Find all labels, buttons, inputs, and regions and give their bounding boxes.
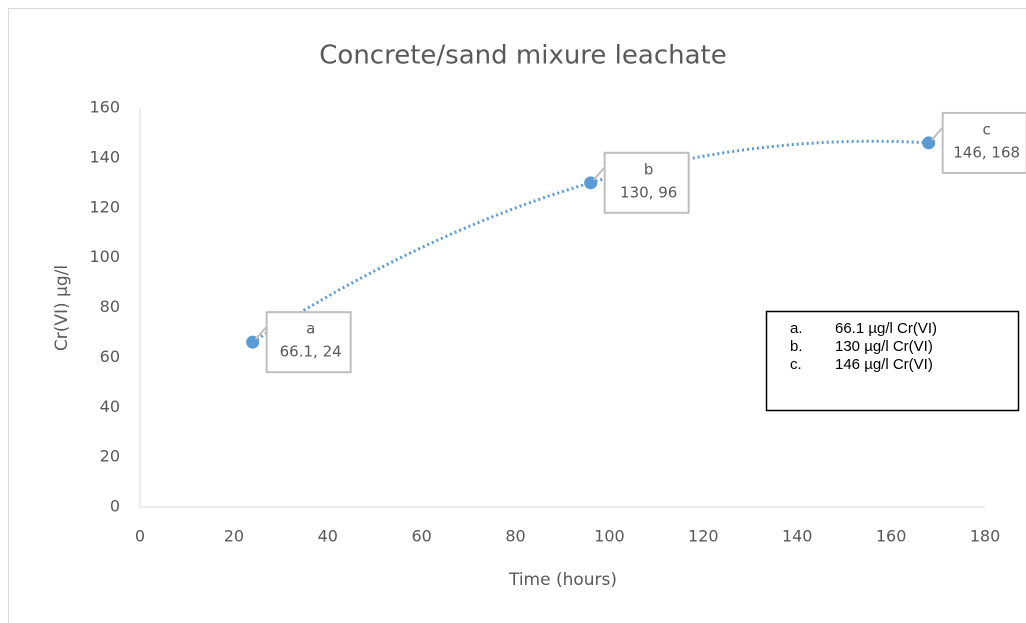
annotation-text: 130 µg/l Cr(VI) [835, 338, 933, 355]
annotation-marker: a. [790, 320, 803, 337]
y-tick-label: 140 [89, 147, 120, 166]
annotation-box [765, 310, 1020, 412]
y-axis-label: Cr(VI) µg/l [52, 265, 72, 351]
y-tick-label: 80 [100, 297, 120, 316]
annotation-marker: b. [790, 338, 803, 355]
callout-box [265, 311, 352, 374]
x-tick-label: 40 [318, 527, 338, 546]
x-tick-label: 20 [224, 527, 244, 546]
value-label: 146, 168 [953, 143, 1020, 161]
x-tick-label: 0 [135, 527, 145, 546]
annotation-marker: c. [790, 356, 802, 373]
y-tick-label: 60 [100, 347, 120, 366]
y-tick-label: 100 [89, 247, 120, 266]
point-label: b [644, 160, 654, 178]
y-tick-label: 40 [100, 397, 120, 416]
annotation-text: 146 µg/l Cr(VI) [835, 356, 933, 373]
value-label: 66.1, 24 [280, 343, 342, 361]
callout-box [603, 151, 690, 214]
annotation-text: 66.1 µg/l Cr(VI) [835, 320, 937, 337]
x-axis-label: Time (hours) [508, 570, 617, 590]
y-tick-label: 20 [100, 447, 120, 466]
x-tick-label: 80 [505, 527, 525, 546]
x-tick-label: 180 [970, 527, 1001, 546]
x-tick-label: 140 [782, 527, 813, 546]
x-tick-label: 60 [411, 527, 431, 546]
chart-title: Concrete/sand mixure leachate [319, 41, 726, 71]
x-tick-label: 100 [594, 527, 625, 546]
point-label: a [306, 320, 315, 338]
point-label: c [983, 120, 991, 138]
y-tick-label: 120 [89, 197, 120, 216]
y-tick-label: 0 [110, 497, 120, 516]
y-tick-label: 160 [89, 98, 120, 117]
callout-box [941, 111, 1026, 174]
x-tick-label: 160 [876, 527, 907, 546]
x-tick-label: 120 [688, 527, 719, 546]
value-label: 130, 96 [620, 183, 677, 201]
